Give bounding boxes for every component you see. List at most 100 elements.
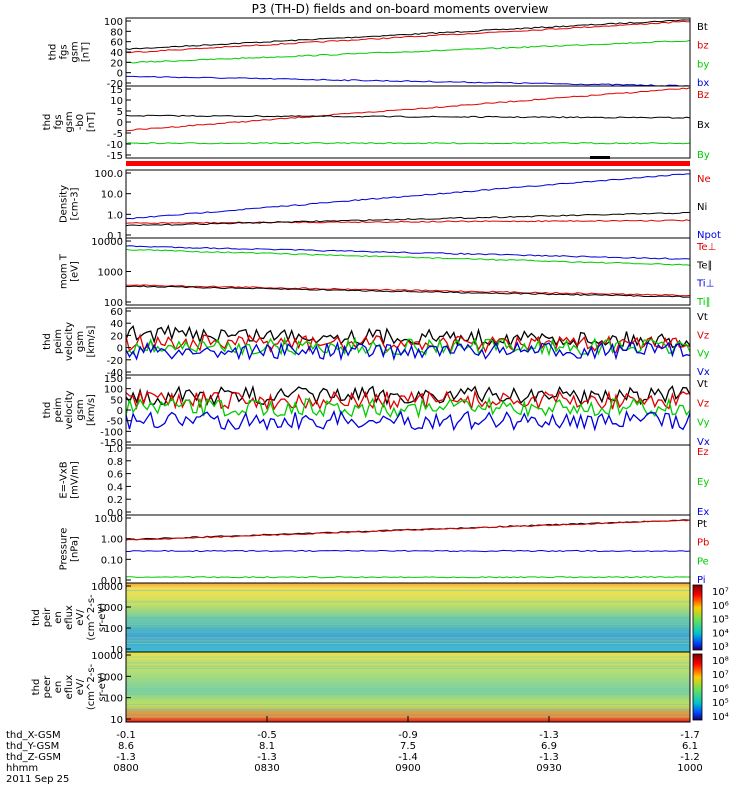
series-bt	[125, 19, 690, 51]
date-label: 2011 Sep 25	[6, 774, 69, 785]
series-ne	[125, 219, 691, 225]
x-row-value: -1.3	[539, 752, 559, 763]
y-tick-label: -100	[100, 427, 123, 438]
x-row-value: 8.1	[259, 741, 275, 752]
y-axis-label: thd	[42, 402, 53, 419]
series-te	[125, 285, 690, 298]
y-tick-label: 40	[110, 319, 123, 330]
y-axis-label: thd	[42, 333, 53, 350]
panel-9: 10⁷ 10⁶ 10⁵ 10⁴ 10³ 10000 1000 100 10 thd peir en ef…	[31, 582, 729, 656]
y-tick-label: 1000	[98, 603, 123, 614]
legend-vt: Vt	[697, 312, 708, 323]
y-tick-label: 1000	[98, 268, 123, 279]
legend-ex: Ex	[697, 507, 709, 518]
legend-bz: bz	[697, 41, 709, 52]
y-tick-label: 0	[117, 69, 123, 80]
y-axis-label: gsm	[75, 331, 86, 352]
series-bx	[125, 114, 691, 119]
panel-frame	[125, 374, 691, 446]
y-tick-label: 10.00	[94, 514, 123, 525]
y-tick-label: 0.4	[107, 482, 123, 493]
y-axis-label: [nPa]	[70, 536, 81, 562]
y-axis-label: [cm-3]	[70, 187, 81, 220]
legend-bz: Bz	[697, 90, 709, 101]
x-row-value: 6.1	[682, 741, 698, 752]
colorbar	[692, 653, 703, 721]
colorbar-label: 10⁷	[712, 587, 729, 598]
y-axis-label: thd	[48, 44, 59, 61]
y-tick-label: 0.10	[101, 555, 123, 566]
y-axis-label: eflux	[64, 605, 75, 630]
legend-te: Te⊥	[696, 242, 716, 253]
y-tick-label: 100	[104, 17, 123, 28]
x-row-value: -1.7	[680, 730, 700, 741]
series-ti	[125, 245, 691, 260]
spectrogram-1	[126, 583, 690, 652]
x-row-value: 1000	[677, 763, 702, 774]
x-row-value: -1.4	[398, 752, 418, 763]
y-axis-label: [km/s]	[86, 394, 97, 426]
colorbar-label: 10³	[712, 642, 729, 653]
legend-pi: Pi	[697, 575, 706, 586]
series-npot	[125, 173, 690, 220]
colorbar	[692, 584, 703, 651]
panel-frame	[125, 169, 691, 239]
legend-ez: Ez	[697, 447, 709, 458]
y-tick-label: 0.2	[107, 495, 123, 506]
y-axis-label: gsm	[70, 41, 81, 62]
x-row-value: -1.3	[257, 752, 277, 763]
y-axis-label: sr-eV)	[97, 603, 108, 632]
series-bz	[125, 87, 691, 132]
x-row-label: thd_Y-GSM	[6, 741, 59, 752]
series-by	[125, 142, 691, 145]
y-axis-label: gsm	[64, 111, 75, 132]
y-axis-label: peir	[42, 607, 53, 627]
x-row-label: thd_X-GSM	[6, 730, 61, 741]
y-tick-label: 1.00	[101, 535, 123, 546]
y-axis-label: eV/	[75, 678, 86, 695]
legend-vx: Vx	[697, 437, 710, 448]
colorbar-label: 10⁶	[712, 684, 729, 695]
legend-ey: Ey	[697, 477, 709, 488]
y-axis-label: eV/	[75, 609, 86, 626]
figure-title: P3 (TH-D) fields and on-board moments ov…	[252, 2, 549, 16]
y-axis-label: mom T	[59, 253, 70, 289]
panel-8: Pt Pb Pe Pi 10.00 1.00 0.10 0.01 Pressure [nPa]	[59, 514, 710, 587]
x-row-value: 0900	[395, 763, 420, 774]
y-tick-label: 10000	[91, 651, 123, 662]
y-tick-label: 0.6	[107, 470, 123, 481]
quality-flag-bar	[126, 161, 690, 166]
y-axis-label: velocity	[64, 390, 75, 429]
y-tick-label: 50	[110, 395, 123, 406]
x-row-value: 7.5	[400, 741, 416, 752]
spectrogram-2	[126, 652, 690, 722]
x-row-value: -1.3	[116, 752, 136, 763]
y-axis-label: thd	[31, 679, 42, 696]
series-te	[126, 284, 691, 297]
y-tick-label: 100	[104, 385, 123, 396]
y-tick-label: 0	[117, 344, 123, 355]
y-tick-label: -40	[107, 368, 123, 379]
y-axis-label: fgs	[59, 44, 70, 59]
y-tick-label: 80	[110, 27, 123, 38]
y-tick-label: 0.0	[107, 508, 123, 519]
x-row-value: 0800	[113, 763, 138, 774]
y-axis-label: -b0	[75, 114, 86, 130]
y-tick-label: 150	[104, 374, 123, 385]
y-tick-label: 20	[110, 58, 123, 69]
y-tick-label: 100	[104, 298, 123, 309]
y-tick-label: 1.0	[107, 210, 123, 221]
series-vx	[125, 340, 691, 362]
y-tick-label: 100.0	[94, 169, 123, 180]
y-axis-label: velocity	[64, 322, 75, 361]
series-pb	[125, 519, 691, 541]
legend-bx: Bx	[697, 120, 710, 131]
y-axis-label: gsm	[75, 399, 86, 420]
legend-npot: Npot	[697, 230, 721, 241]
y-axis-label: [eV]	[70, 261, 81, 282]
